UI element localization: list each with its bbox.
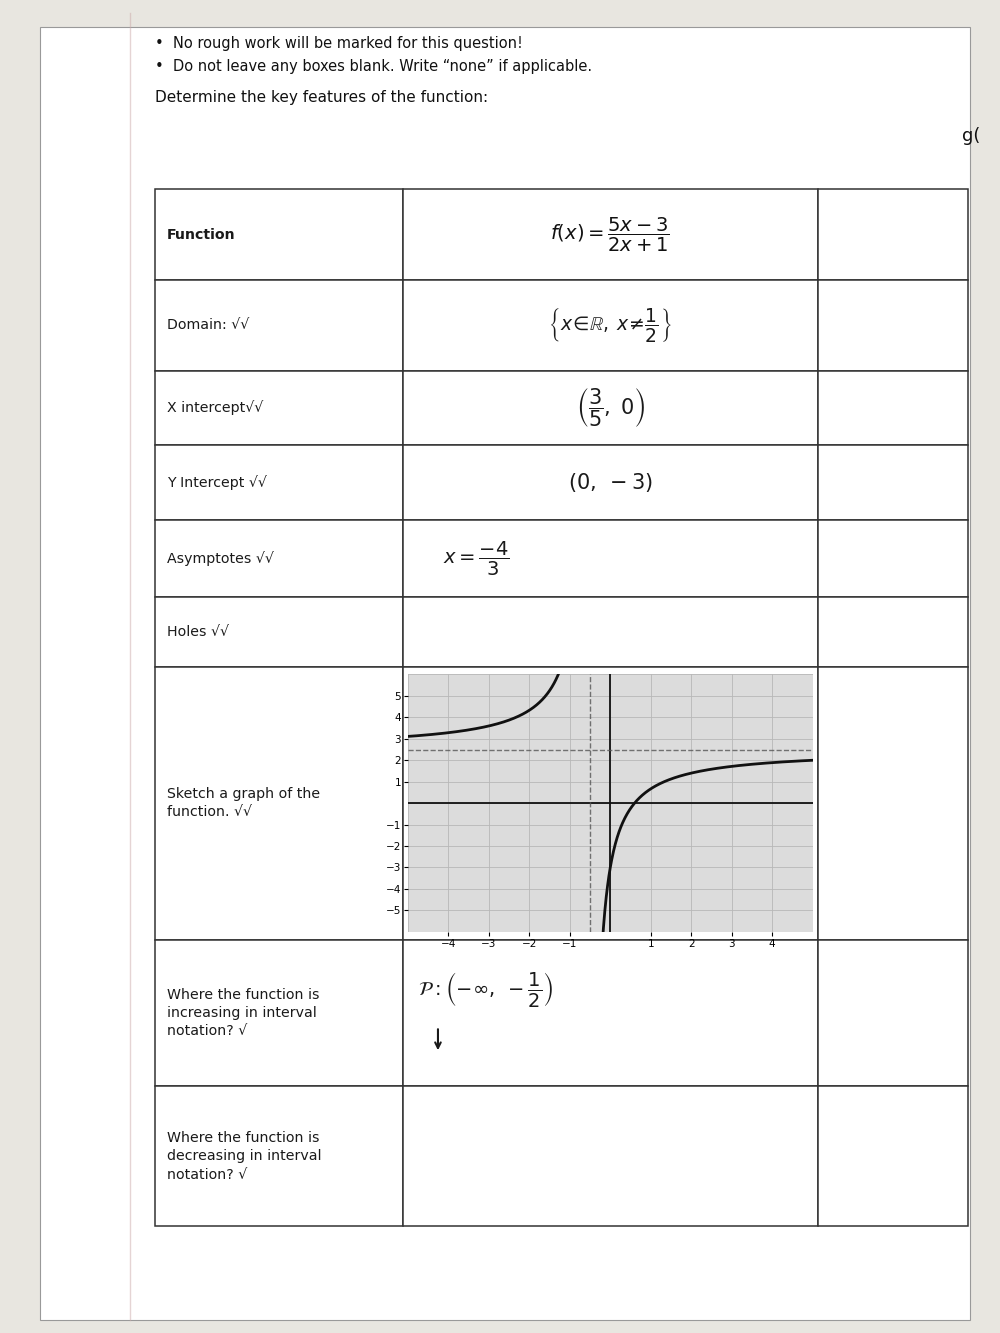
Text: X intercept√√: X intercept√√ xyxy=(167,400,263,416)
Bar xyxy=(403,445,818,520)
Bar xyxy=(818,666,968,940)
Text: Where the function is
decreasing in interval
notation? √: Where the function is decreasing in inte… xyxy=(167,1130,322,1182)
Bar xyxy=(403,1086,818,1226)
Text: Y Intercept √√: Y Intercept √√ xyxy=(167,475,267,491)
Text: Determine the key features of the function:: Determine the key features of the functi… xyxy=(155,89,488,105)
Bar xyxy=(818,940,968,1086)
Bar xyxy=(155,597,403,666)
Text: $\left(0,\; -3\right)$: $\left(0,\; -3\right)$ xyxy=(568,471,653,495)
Bar xyxy=(155,371,403,445)
Text: g(: g( xyxy=(962,127,980,145)
Bar xyxy=(818,445,968,520)
Bar xyxy=(818,1086,968,1226)
Bar xyxy=(818,597,968,666)
Text: Domain: √√: Domain: √√ xyxy=(167,319,249,332)
Bar xyxy=(155,280,403,371)
Text: $\mathcal{P}: \left(-\infty,\; -\dfrac{1}{2}\right)$: $\mathcal{P}: \left(-\infty,\; -\dfrac{1… xyxy=(418,969,553,1009)
Bar xyxy=(403,940,818,1086)
Bar xyxy=(155,189,403,280)
Text: •  Do not leave any boxes blank. Write “none” if applicable.: • Do not leave any boxes blank. Write “n… xyxy=(155,59,592,75)
Text: •  No rough work will be marked for this question!: • No rough work will be marked for this … xyxy=(155,36,523,52)
Bar xyxy=(155,1086,403,1226)
Bar xyxy=(155,445,403,520)
Bar xyxy=(155,666,403,940)
Text: $x = \dfrac{-4}{3}$: $x = \dfrac{-4}{3}$ xyxy=(443,540,510,577)
Text: $\left(\dfrac{3}{5},\; 0\right)$: $\left(\dfrac{3}{5},\; 0\right)$ xyxy=(576,387,645,429)
Bar xyxy=(818,189,968,280)
Bar xyxy=(403,597,818,666)
Text: Asymptotes √√: Asymptotes √√ xyxy=(167,551,274,567)
Text: Where the function is
increasing in interval
notation? √: Where the function is increasing in inte… xyxy=(167,988,320,1038)
Bar xyxy=(818,280,968,371)
Bar xyxy=(155,940,403,1086)
Text: Function: Function xyxy=(167,228,236,241)
Bar xyxy=(818,520,968,597)
Text: $f(x) = \dfrac{5x-3}{2x+1}$: $f(x) = \dfrac{5x-3}{2x+1}$ xyxy=(550,216,670,253)
Bar xyxy=(403,189,818,280)
Text: $\left\{ x\!\in\!\mathbb{R},\; x\!\neq\! \dfrac{1}{2} \right\}$: $\left\{ x\!\in\!\mathbb{R},\; x\!\neq\!… xyxy=(548,307,672,344)
Bar xyxy=(155,520,403,597)
Text: Holes √√: Holes √√ xyxy=(167,625,229,639)
Bar xyxy=(403,666,818,940)
Bar xyxy=(818,371,968,445)
Text: Sketch a graph of the
function. √√: Sketch a graph of the function. √√ xyxy=(167,786,320,820)
Bar xyxy=(403,280,818,371)
Bar xyxy=(403,520,818,597)
Bar xyxy=(403,371,818,445)
